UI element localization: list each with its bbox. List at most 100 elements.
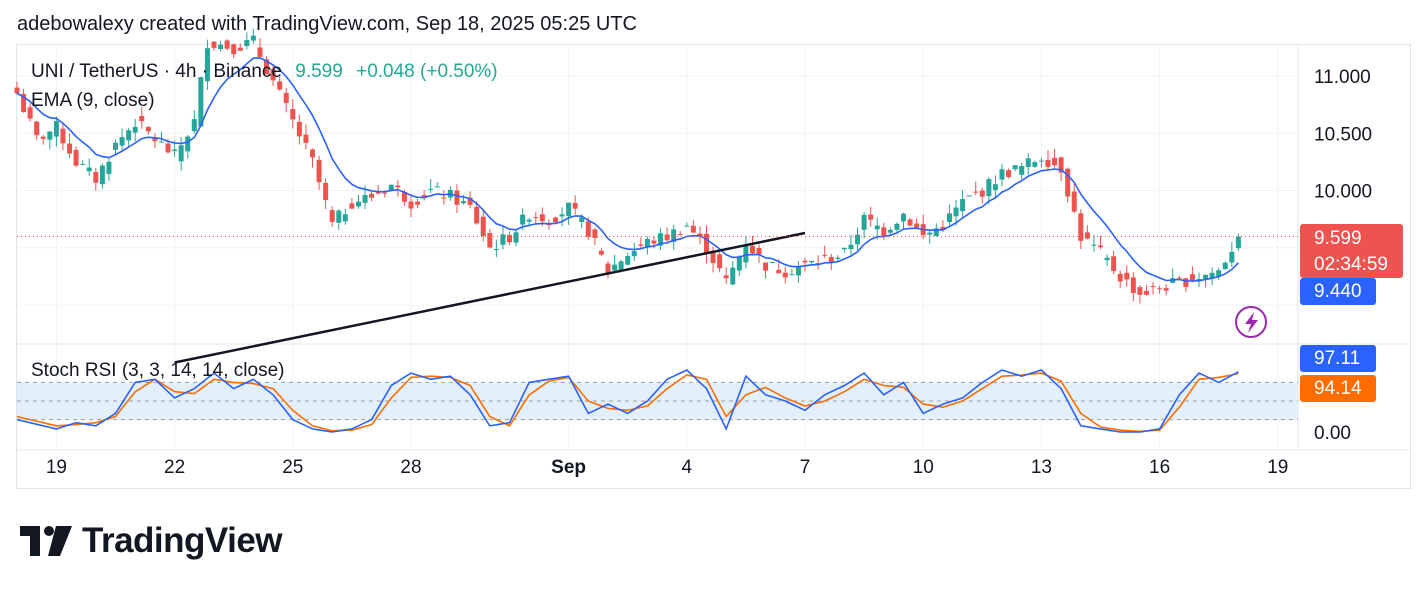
candle-up	[566, 202, 572, 225]
candle-body	[828, 256, 834, 262]
candle-down	[480, 209, 486, 242]
candle-body	[644, 238, 650, 247]
candle-up	[428, 179, 434, 194]
candle-body	[789, 274, 795, 276]
candle-body	[1189, 274, 1195, 282]
candle-up	[894, 222, 900, 233]
candle-up	[789, 269, 795, 276]
candle-down	[73, 146, 79, 168]
candle-down	[303, 124, 309, 150]
candle-down	[572, 195, 578, 215]
candle-body	[894, 223, 900, 230]
candle-down	[93, 167, 99, 191]
candle-body	[362, 194, 368, 203]
candle-down	[211, 41, 217, 51]
candle-down	[310, 148, 315, 168]
candle-body	[211, 41, 217, 48]
candle-body	[1235, 236, 1241, 249]
candle-down	[329, 206, 335, 227]
candle-body	[572, 202, 578, 209]
ema-legend[interactable]: EMA (9, close)	[31, 90, 155, 111]
time-axis-label: 19	[1267, 457, 1288, 478]
candle-body	[388, 184, 394, 192]
candle-body	[21, 93, 27, 112]
candle-up	[513, 228, 519, 247]
tradingview-logo-icon	[20, 526, 72, 556]
candle-up	[1012, 165, 1018, 172]
candle-body	[461, 201, 467, 204]
candle-down	[690, 220, 696, 233]
time-axis-label: 25	[282, 457, 303, 478]
current-price-value: 9.599	[1314, 228, 1362, 249]
candle-body	[631, 251, 637, 257]
time-axis-label: 7	[800, 457, 811, 478]
candle-down	[152, 133, 158, 149]
candle-up	[1229, 241, 1235, 268]
price-axis-label: 11.000	[1314, 67, 1371, 88]
candle-body	[316, 159, 322, 183]
candle-body	[612, 264, 618, 271]
price-axis-label: 10.500	[1314, 124, 1372, 145]
candle-body	[605, 263, 611, 274]
price-axis-label: 10.000	[1314, 182, 1372, 203]
symbol-legend[interactable]: UNI / TetherUS · 4h · Binance 9.599 +0.0…	[31, 61, 498, 83]
candle-body	[979, 190, 985, 197]
candle-body	[303, 134, 309, 143]
candle-down	[598, 248, 604, 256]
candle-body	[953, 207, 959, 217]
candle-down	[1150, 281, 1156, 295]
candle-up	[769, 261, 775, 264]
candle-body	[231, 44, 237, 55]
candle-down	[60, 123, 66, 151]
candle-body	[250, 35, 256, 41]
candle-down	[323, 178, 329, 210]
candle-up	[355, 194, 361, 209]
candle-body	[382, 192, 388, 194]
candle-body	[795, 267, 801, 276]
candle-up	[185, 134, 191, 159]
candle-body	[126, 130, 132, 141]
candle-body	[1052, 157, 1058, 166]
candle-up	[644, 236, 650, 255]
candle-body	[1222, 262, 1228, 270]
symbol-name[interactable]: UNI / TetherUS · 4h · Binance	[31, 61, 282, 82]
candle-body	[933, 228, 939, 237]
candle-up	[178, 137, 184, 171]
candle-down	[67, 133, 73, 159]
candle-down	[1006, 168, 1012, 179]
candle-body	[927, 232, 933, 235]
candle-body	[237, 47, 243, 51]
candle-up	[559, 207, 565, 227]
candle-body	[520, 214, 526, 225]
stoch-d-value-tag: 94.14	[1300, 375, 1376, 402]
candle-down	[27, 103, 33, 122]
candle-body	[1065, 168, 1071, 197]
candle-down	[21, 88, 27, 113]
candle-body	[992, 184, 998, 191]
candle-body	[677, 234, 683, 236]
candle-down	[802, 257, 808, 272]
candle-body	[841, 247, 847, 250]
candle-up	[999, 163, 1005, 187]
candle-up	[191, 110, 197, 134]
candle-body	[34, 121, 40, 136]
candle-up	[658, 228, 664, 250]
ema-line	[16, 57, 1239, 282]
candle-down	[1098, 235, 1103, 250]
candle-up	[204, 39, 210, 90]
candle-up	[960, 190, 966, 219]
candle-body	[946, 213, 952, 223]
candle-up	[874, 217, 880, 240]
candle-down	[1163, 283, 1169, 296]
candle-body	[408, 201, 414, 209]
candle-down	[1078, 209, 1084, 250]
candle-down	[907, 217, 913, 227]
stoch-rsi-legend[interactable]: Stoch RSI (3, 3, 14, 14, close)	[31, 360, 285, 381]
tradingview-logo[interactable]: TradingView	[20, 520, 283, 562]
candle-body	[99, 165, 105, 185]
candle-up	[631, 242, 637, 261]
candle-up	[848, 234, 854, 257]
candle-body	[973, 191, 979, 193]
candle-body	[664, 234, 670, 241]
